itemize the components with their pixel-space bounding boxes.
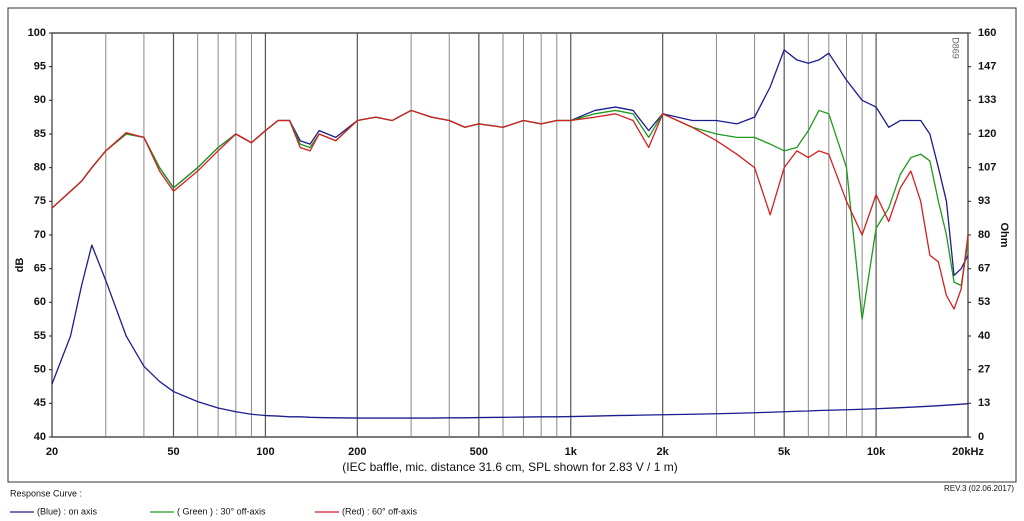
y-tick-label: 40 (34, 431, 46, 443)
revision: REV.3 (02.06.2017) (944, 484, 1014, 493)
y-tick-label: 100 (28, 27, 46, 39)
y2-tick-label: 120 (978, 128, 996, 140)
y2-tick-label: 160 (978, 27, 996, 39)
x-axis-title: (IEC baffle, mic. distance 31.6 cm, SPL … (342, 460, 677, 474)
y2-tick-label: 67 (978, 263, 990, 275)
y2-tick-label: 133 (978, 94, 996, 106)
legend-label: (Red) : 60° off-axis (342, 506, 417, 516)
y2-axis-title: Ohm (998, 222, 1010, 247)
x-tick-label: 500 (470, 446, 488, 458)
x-tick-label: 100 (256, 446, 274, 458)
y2-tick-label: 147 (978, 61, 996, 73)
y2-tick-label: 93 (978, 195, 990, 207)
y2-tick-label: 80 (978, 229, 990, 241)
y-tick-label: 65 (34, 263, 46, 275)
series-line (51, 109, 969, 310)
y2-tick-label: 53 (978, 296, 990, 308)
frame (7, 7, 1017, 483)
y-tick-label: 55 (34, 330, 46, 342)
y-tick-label: 60 (34, 296, 46, 308)
y-tick-label: 95 (34, 61, 46, 73)
y-tick-label: 90 (34, 94, 46, 106)
y-tick-label: 50 (34, 364, 46, 376)
x-tick-label: 5k (778, 446, 791, 458)
y-axis-title: dB (14, 258, 26, 273)
series-line (51, 244, 969, 419)
x-tick-label: 20kHz (952, 446, 984, 458)
y-tick-label: 70 (34, 229, 46, 241)
x-tick-label: 1k (565, 446, 578, 458)
watermark: D869 (951, 37, 961, 59)
y2-tick-label: 107 (978, 162, 996, 174)
y-tick-label: 75 (34, 195, 46, 207)
legend-label: ( Green ) : 30° off-axis (177, 506, 266, 516)
y-tick-label: 85 (34, 128, 46, 140)
x-tick-label: 10k (867, 446, 886, 458)
y2-tick-label: 13 (978, 397, 990, 409)
y-tick-label: 80 (34, 162, 46, 174)
legend-label: (Blue) : on axis (37, 506, 98, 516)
x-tick-label: 200 (348, 446, 366, 458)
x-tick-label: 2k (657, 446, 670, 458)
y2-tick-label: 40 (978, 330, 990, 342)
x-tick-label: 20 (46, 446, 58, 458)
x-tick-label: 50 (167, 446, 179, 458)
legend-title: Response Curve : (10, 488, 82, 498)
y2-tick-label: 27 (978, 364, 990, 376)
y2-tick-label: 0 (978, 431, 984, 443)
y-tick-label: 45 (34, 397, 46, 409)
